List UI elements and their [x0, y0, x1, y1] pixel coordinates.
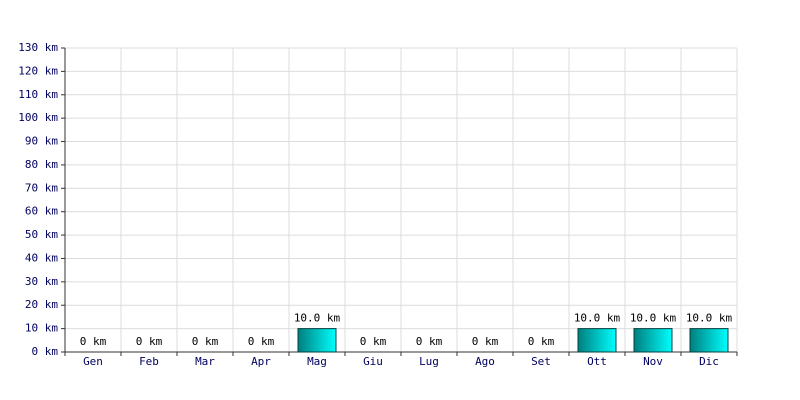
y-tick-label: 0 km	[32, 345, 59, 358]
data-label: 10.0 km	[630, 312, 677, 325]
x-tick-label: Set	[531, 355, 551, 368]
data-label: 10.0 km	[294, 312, 341, 325]
bar	[689, 328, 729, 353]
y-tick-label: 70 km	[25, 181, 58, 194]
data-label: 0 km	[472, 335, 499, 348]
y-tick-label: 50 km	[25, 228, 58, 241]
x-tick-label: Ago	[475, 355, 495, 368]
x-tick-label: Feb	[139, 355, 159, 368]
x-tick-label: Gen	[83, 355, 103, 368]
data-label: 0 km	[360, 335, 387, 348]
x-tick-label: Apr	[251, 355, 271, 368]
y-tick-label: 110 km	[18, 88, 58, 101]
y-tick-label: 100 km	[18, 111, 58, 124]
y-tick-label: 60 km	[25, 205, 58, 218]
bar	[633, 328, 673, 353]
data-label: 10.0 km	[686, 312, 733, 325]
x-tick-label: Nov	[643, 355, 663, 368]
x-tick-label: Dic	[699, 355, 719, 368]
x-tick-label: Mar	[195, 355, 215, 368]
data-label: 10.0 km	[574, 312, 621, 325]
y-tick-label: 130 km	[18, 41, 58, 54]
y-tick-label: 40 km	[25, 251, 58, 264]
data-label: 0 km	[248, 335, 275, 348]
data-label: 0 km	[192, 335, 219, 348]
y-tick-label: 30 km	[25, 275, 58, 288]
bar	[297, 328, 337, 353]
data-label: 0 km	[80, 335, 107, 348]
data-label: 0 km	[528, 335, 555, 348]
data-label: 0 km	[136, 335, 163, 348]
x-tick-label: Giu	[363, 355, 383, 368]
bar	[577, 328, 617, 353]
y-tick-label: 120 km	[18, 64, 58, 77]
y-tick-label: 20 km	[25, 298, 58, 311]
data-label: 0 km	[416, 335, 443, 348]
y-tick-label: 10 km	[25, 322, 58, 335]
y-tick-label: 90 km	[25, 135, 58, 148]
y-tick-label: 80 km	[25, 158, 58, 171]
x-tick-label: Mag	[307, 355, 327, 368]
x-tick-label: Lug	[419, 355, 439, 368]
x-tick-label: Ott	[587, 355, 607, 368]
